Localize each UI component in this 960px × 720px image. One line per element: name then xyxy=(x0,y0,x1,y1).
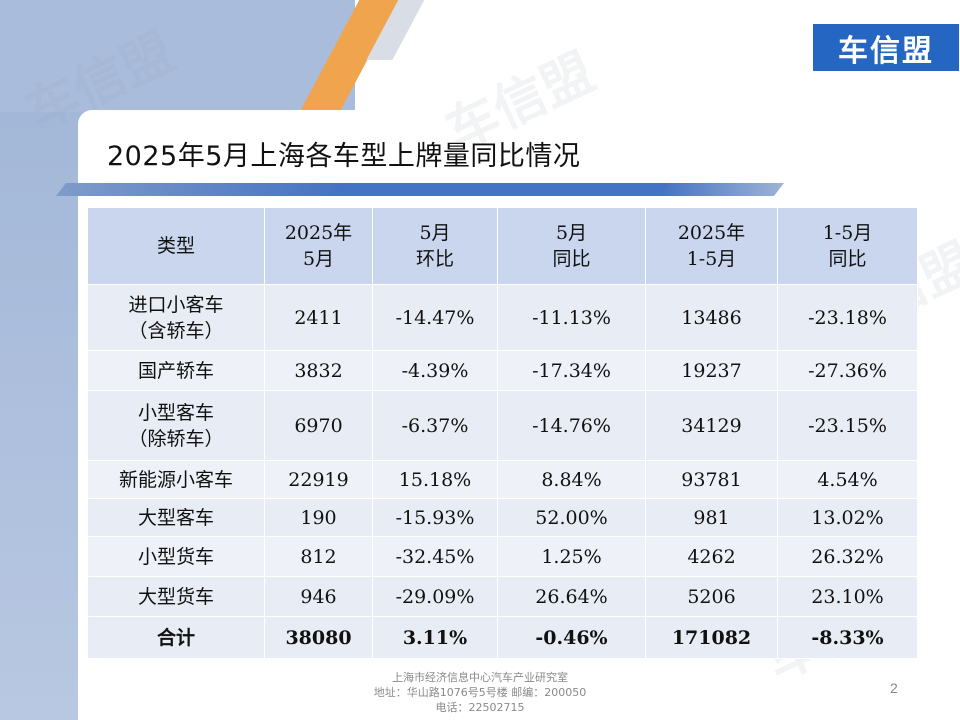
row-type: 新能源小客车 xyxy=(87,460,265,499)
table-row: 小型客车 （除轿车） 6970 -6.37% -14.76% 34129 -23… xyxy=(87,390,918,461)
table-total-row: 合计 38080 3.11% -0.46% 171082 -8.33% xyxy=(87,616,918,659)
header-ytd-2025: 2025年 1-5月 xyxy=(645,207,778,285)
header-ytd-yoy: 1-5月 同比 xyxy=(777,207,918,285)
row-may-value: 190 xyxy=(264,498,373,537)
slide-title: 2025年5月上海各车型上牌量同比情况 xyxy=(107,141,581,172)
row-yoy-value: 8.84% xyxy=(497,460,646,499)
row-may-value: 3832 xyxy=(264,350,373,391)
table-header-row: 类型 2025年 5月 5月 环比 5月 同比 2025年 1-5月 1-5月 … xyxy=(87,207,918,285)
table-row: 小型货车 812 -32.45% 1.25% 4262 26.32% xyxy=(87,536,918,577)
total-mom-value: 3.11% xyxy=(372,616,498,659)
row-may-value: 812 xyxy=(264,536,373,577)
row-may-value: 6970 xyxy=(264,390,373,461)
title-underline-tail xyxy=(660,183,784,196)
total-label: 合计 xyxy=(87,616,265,659)
row-ytd-yoy-value: -23.15% xyxy=(777,390,918,461)
row-ytd-value: 13486 xyxy=(645,284,778,351)
row-type: 小型货车 xyxy=(87,536,265,577)
row-type: 大型货车 xyxy=(87,576,265,617)
row-ytd-value: 34129 xyxy=(645,390,778,461)
row-may-value: 946 xyxy=(264,576,373,617)
row-ytd-yoy-value: 13.02% xyxy=(777,498,918,537)
row-ytd-value: 19237 xyxy=(645,350,778,391)
table-row: 国产轿车 3832 -4.39% -17.34% 19237 -27.36% xyxy=(87,350,918,391)
footer-address: 地址：华山路1076号5号楼 邮编：200050 xyxy=(373,686,587,699)
row-ytd-yoy-value: -27.36% xyxy=(777,350,918,391)
row-mom-value: -14.47% xyxy=(372,284,498,351)
total-may-value: 38080 xyxy=(264,616,373,659)
row-ytd-value: 93781 xyxy=(645,460,778,499)
row-ytd-yoy-value: 26.32% xyxy=(777,536,918,577)
total-ytd-yoy-value: -8.33% xyxy=(777,616,918,659)
row-yoy-value: -11.13% xyxy=(497,284,646,351)
row-type: 进口小客车 （含轿车） xyxy=(87,284,265,351)
header-type: 类型 xyxy=(87,207,265,285)
row-yoy-value: 1.25% xyxy=(497,536,646,577)
row-mom-value: -32.45% xyxy=(372,536,498,577)
row-mom-value: -4.39% xyxy=(372,350,498,391)
row-mom-value: -15.93% xyxy=(372,498,498,537)
total-yoy-value: -0.46% xyxy=(497,616,646,659)
title-underline-bar xyxy=(56,183,782,196)
footer-phone: 电话：22502715 xyxy=(435,701,525,714)
table-row: 新能源小客车 22919 15.18% 8.84% 93781 4.54% xyxy=(87,460,918,499)
row-ytd-yoy-value: 4.54% xyxy=(777,460,918,499)
brand-logo-text: 车信盟 xyxy=(838,33,934,69)
registration-table: 类型 2025年 5月 5月 环比 5月 同比 2025年 1-5月 1-5月 … xyxy=(87,207,918,659)
table-row: 大型货车 946 -29.09% 26.64% 5206 23.10% xyxy=(87,576,918,617)
row-mom-value: -6.37% xyxy=(372,390,498,461)
row-yoy-value: -17.34% xyxy=(497,350,646,391)
row-type: 大型客车 xyxy=(87,498,265,537)
header-may-2025: 2025年 5月 xyxy=(264,207,373,285)
header-may-yoy: 5月 同比 xyxy=(497,207,646,285)
row-ytd-value: 981 xyxy=(645,498,778,537)
row-ytd-yoy-value: -23.18% xyxy=(777,284,918,351)
row-yoy-value: 52.00% xyxy=(497,498,646,537)
total-ytd-value: 171082 xyxy=(645,616,778,659)
page-number: 2 xyxy=(890,680,898,696)
row-may-value: 2411 xyxy=(264,284,373,351)
row-yoy-value: -14.76% xyxy=(497,390,646,461)
row-mom-value: 15.18% xyxy=(372,460,498,499)
row-mom-value: -29.09% xyxy=(372,576,498,617)
row-ytd-value: 4262 xyxy=(645,536,778,577)
row-ytd-value: 5206 xyxy=(645,576,778,617)
table-row: 进口小客车 （含轿车） 2411 -14.47% -11.13% 13486 -… xyxy=(87,284,918,351)
row-may-value: 22919 xyxy=(264,460,373,499)
row-type: 小型客车 （除轿车） xyxy=(87,390,265,461)
table-row: 大型客车 190 -15.93% 52.00% 981 13.02% xyxy=(87,498,918,537)
row-yoy-value: 26.64% xyxy=(497,576,646,617)
top-decor-block xyxy=(0,0,355,112)
row-ytd-yoy-value: 23.10% xyxy=(777,576,918,617)
header-may-mom: 5月 环比 xyxy=(372,207,498,285)
brand-logo: 车信盟 xyxy=(813,24,959,71)
footer-contact: 上海市经济信息中心汽车产业研究室 地址：华山路1076号5号楼 邮编：20005… xyxy=(360,670,600,715)
footer-org: 上海市经济信息中心汽车产业研究室 xyxy=(392,671,568,684)
row-type: 国产轿车 xyxy=(87,350,265,391)
